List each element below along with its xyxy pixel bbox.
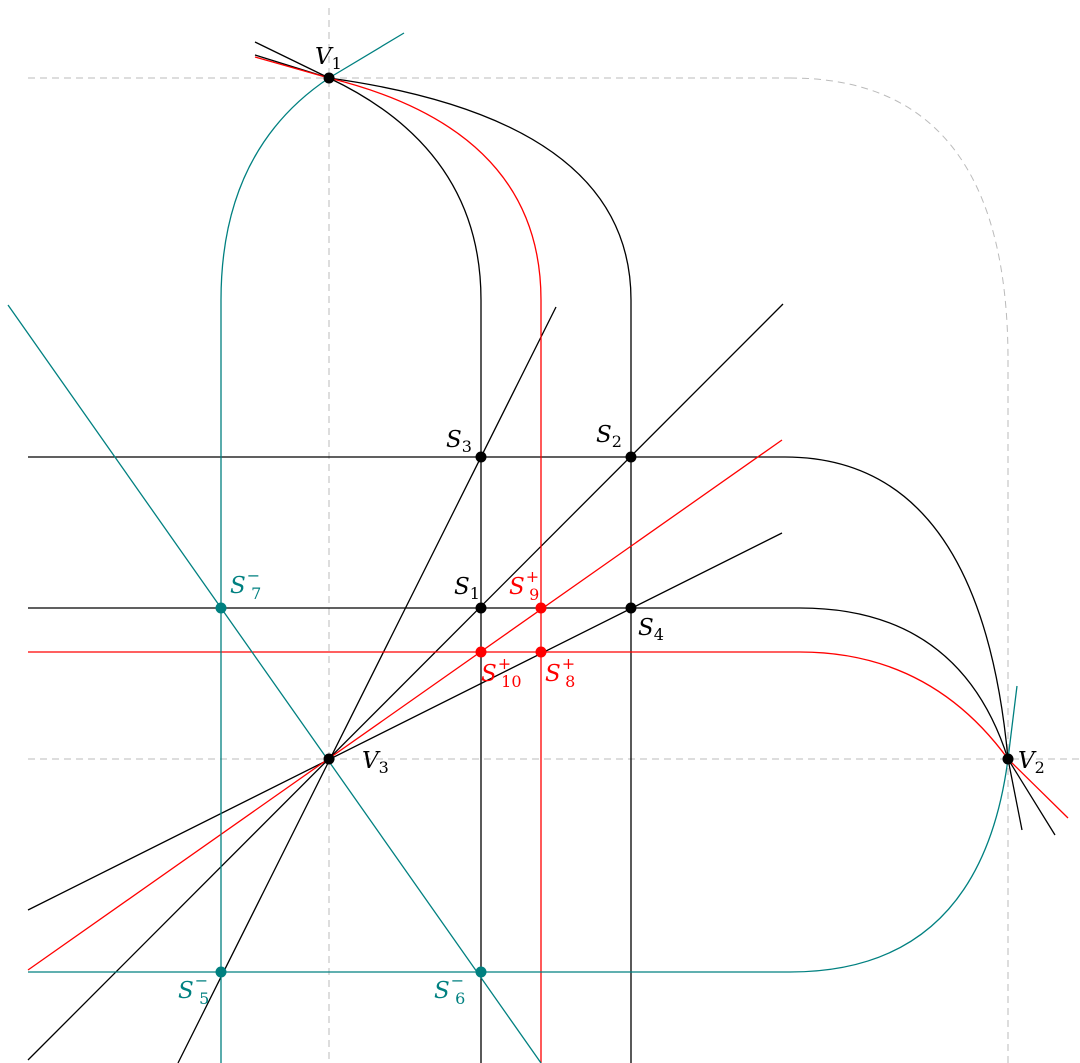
red-curve-vertical xyxy=(254,56,542,1063)
black-curve-upper-right xyxy=(28,456,1023,831)
label-s6: S− 6 xyxy=(434,971,465,1008)
label-s1: S1 xyxy=(454,574,480,603)
point-v2 xyxy=(1002,753,1014,765)
label-s2: S2 xyxy=(596,422,622,451)
point-s6 xyxy=(475,966,487,978)
guide-arc xyxy=(789,77,1009,361)
red-ray xyxy=(27,439,783,971)
point-s2 xyxy=(625,451,637,463)
label-s7: S− 7 xyxy=(230,566,261,603)
label-v2: V2 xyxy=(1018,748,1045,777)
teal-ray-diagonal xyxy=(7,304,542,1063)
black-curve-outer xyxy=(254,54,632,1063)
black-ray-mid xyxy=(27,303,784,1061)
point-s4 xyxy=(625,602,637,614)
label-s8: S+ 8 xyxy=(545,654,575,691)
point-s9 xyxy=(535,602,547,614)
label-s10: S+ 10 xyxy=(481,654,522,691)
point-v3 xyxy=(323,753,335,765)
black-ray-shallow xyxy=(27,532,783,911)
point-v1 xyxy=(323,72,335,84)
point-s8 xyxy=(535,646,547,658)
label-s3: S3 xyxy=(446,427,472,456)
black-ray-steep xyxy=(177,306,557,1063)
teal-curve-left xyxy=(220,32,405,1063)
points xyxy=(215,72,1014,978)
point-s10 xyxy=(475,646,487,658)
red-curve-horizontal xyxy=(28,651,1069,819)
label-s4: S4 xyxy=(638,615,664,644)
label-v1: V1 xyxy=(315,44,342,73)
black-curve-inner xyxy=(254,41,482,1063)
label-s5: S− 5 xyxy=(178,971,209,1008)
point-s1 xyxy=(475,602,487,614)
black-curve-lower-right xyxy=(28,607,1056,836)
red-lines xyxy=(27,56,1069,1063)
point-s3 xyxy=(475,451,487,463)
point-s5 xyxy=(215,966,227,978)
point-s7 xyxy=(215,602,227,614)
label-v3: V3 xyxy=(362,748,389,777)
labels: V1 V2 V3 S1 S2 S3 S4 S− 5 S− 6 S− 7 S+ 8 S+ 9… xyxy=(178,44,1045,1008)
label-s9: S+ 9 xyxy=(509,567,539,604)
guide-lines xyxy=(28,8,1080,1063)
teal-lines xyxy=(7,32,1018,1063)
teal-curve-bottom xyxy=(28,685,1018,973)
black-lines xyxy=(27,41,1056,1063)
